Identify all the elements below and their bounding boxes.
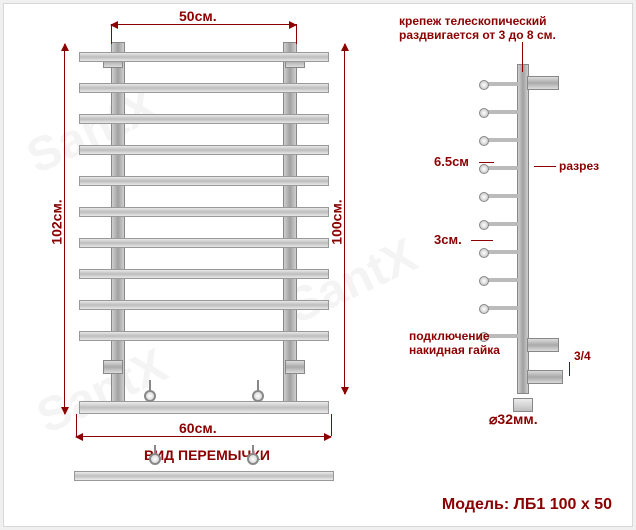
dim-diameter: ⌀32мм. (489, 411, 538, 428)
side-rung (484, 306, 519, 310)
dim-width-bottom: 60см. (179, 420, 217, 436)
dim-spacing-1: 6.5см (434, 154, 469, 169)
rung (79, 300, 329, 310)
rung (79, 145, 329, 155)
dim-height-right: 100см. (329, 199, 345, 244)
rung (79, 83, 329, 93)
valve-icon (149, 453, 161, 465)
valve-icon (144, 390, 156, 402)
leader-line (522, 42, 523, 72)
side-bottom-tube (513, 398, 533, 412)
side-mount-bottom (527, 338, 559, 352)
dimension-line-top (111, 24, 296, 25)
side-connection (527, 370, 563, 384)
leader-line (534, 166, 556, 167)
base-bar (79, 401, 329, 414)
extension-line (111, 24, 112, 44)
rung (79, 176, 329, 186)
extension-line (331, 414, 332, 436)
side-rung (484, 82, 519, 86)
dim-height-left: 102см. (49, 199, 65, 244)
note-conn-1: подключение (409, 329, 490, 343)
valve-icon (247, 453, 259, 465)
rung (79, 331, 329, 341)
side-rung (484, 166, 519, 170)
side-rung (484, 278, 519, 282)
leader-line (471, 240, 493, 241)
dimension-line-bottom (76, 436, 331, 437)
side-rung (484, 138, 519, 142)
vertical-rail-right (283, 42, 297, 412)
cross-section-view (74, 459, 334, 489)
rung (79, 52, 329, 62)
mount-bracket (103, 360, 123, 374)
note-conn-2: накидная гайка (409, 343, 500, 357)
note-mount-1: крепеж телескопический (399, 14, 547, 28)
rung (79, 269, 329, 279)
valve-icon (252, 390, 264, 402)
rung (79, 238, 329, 248)
side-rung (484, 222, 519, 226)
vertical-rail-left (111, 42, 125, 412)
leader-line (479, 162, 494, 163)
leader-line (569, 362, 570, 376)
dim-width-top: 50см. (179, 8, 217, 24)
page: SantX SantX SantX 50см. 60см. 102см. 100… (3, 3, 633, 527)
rung (79, 114, 329, 124)
note-mount-2: раздвигается от 3 до 8 см. (399, 28, 556, 42)
note-cut: разрез (559, 159, 599, 173)
mount-bracket (285, 360, 305, 374)
side-mount-top (527, 76, 559, 90)
note-thread: 3/4 (574, 349, 591, 363)
rung (79, 207, 329, 217)
model-label: Модель: ЛБ1 100 x 50 (442, 496, 612, 514)
extension-line (76, 414, 77, 436)
side-rung (484, 110, 519, 114)
extension-line (296, 24, 297, 44)
cross-bar (74, 471, 334, 481)
front-view (79, 34, 329, 424)
side-rung (484, 194, 519, 198)
dim-spacing-2: 3см. (434, 232, 462, 247)
side-rung (484, 250, 519, 254)
